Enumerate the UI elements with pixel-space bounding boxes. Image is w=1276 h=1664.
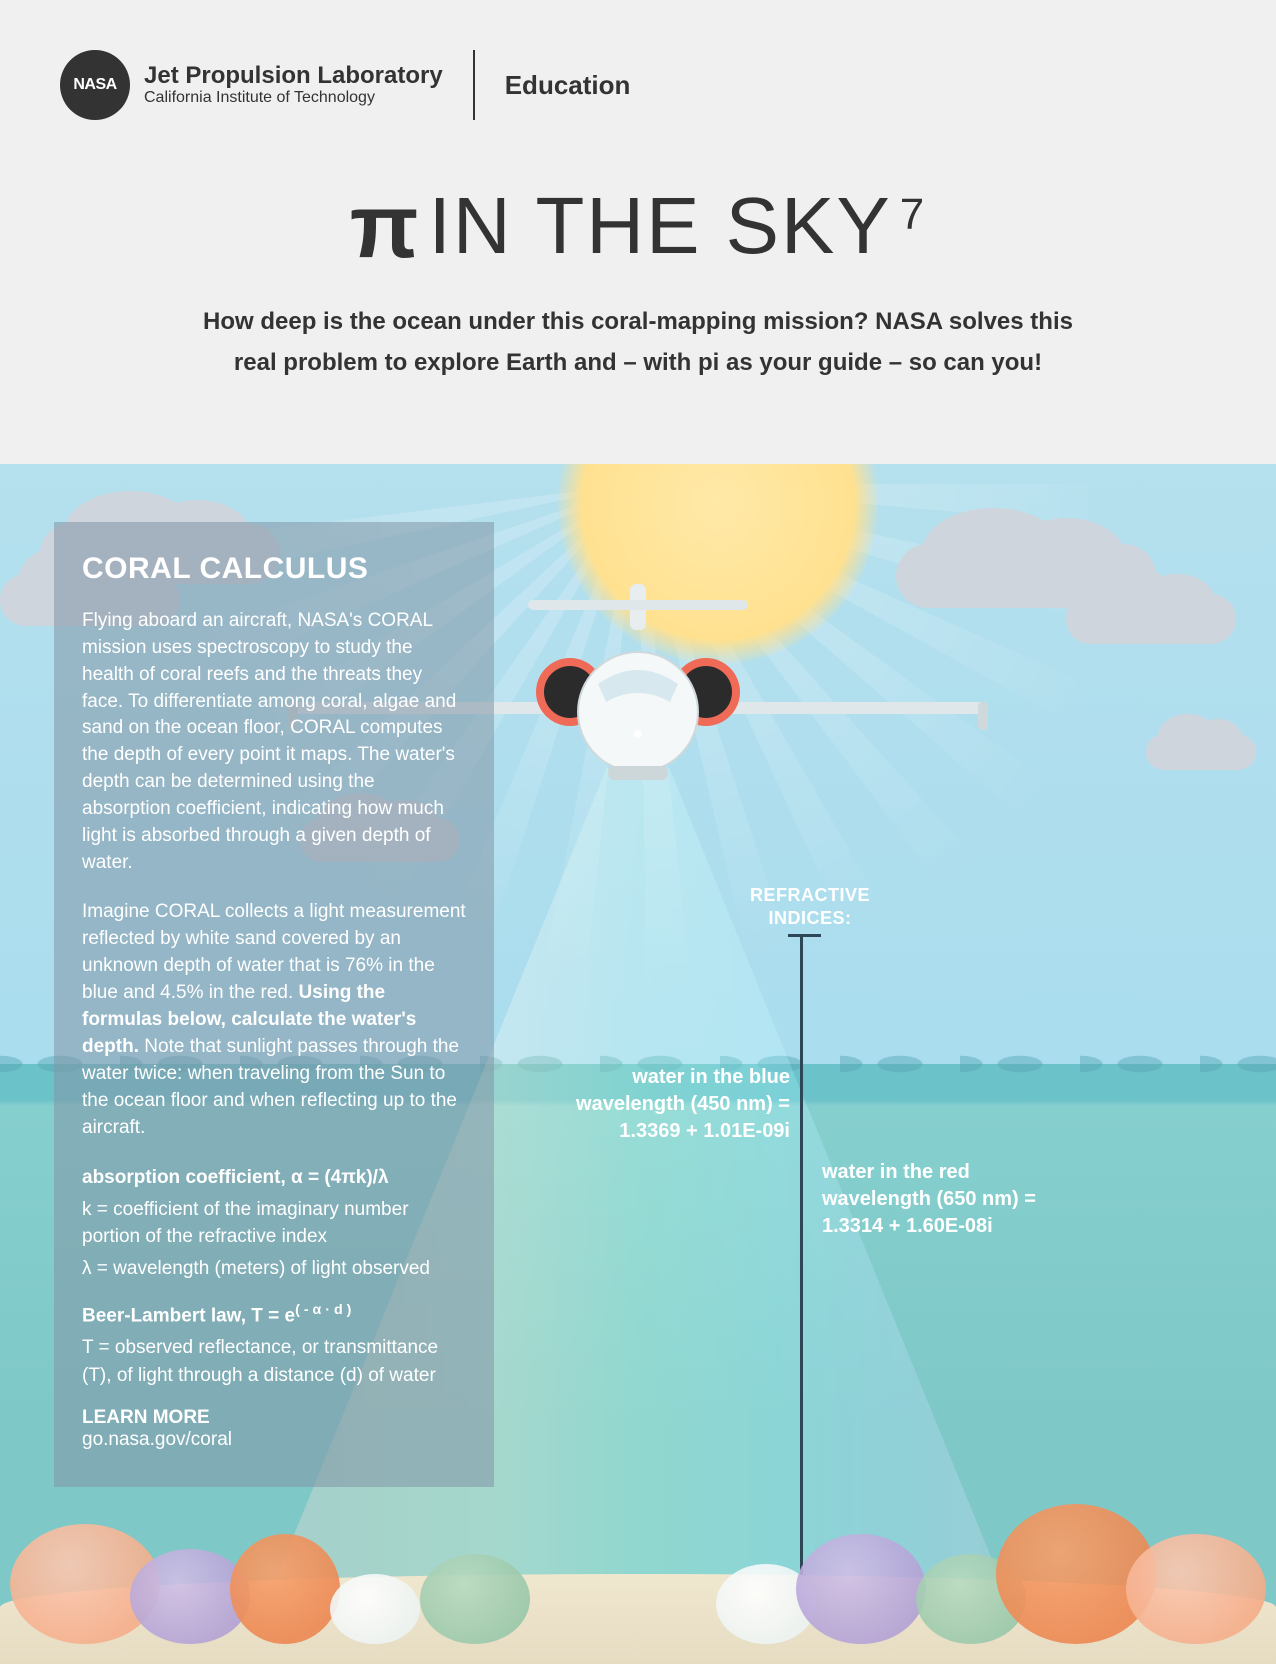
page: Jet Propulsion Laboratory California Ins… — [0, 0, 1276, 1664]
header-divider — [473, 50, 475, 120]
coral-icon — [420, 1554, 530, 1644]
pi-icon: π — [350, 191, 421, 263]
org-name: Jet Propulsion Laboratory — [144, 63, 443, 89]
coral-icon — [230, 1534, 340, 1644]
absorption-formula: absorption coefficient, α = (4πk)/λ — [82, 1164, 466, 1192]
info-p1: Flying aboard an aircraft, NASA's CORAL … — [82, 608, 466, 878]
hero-illustration: REFRACTIVE INDICES: water in the blue wa… — [0, 464, 1276, 1664]
subtitle: How deep is the ocean under this coral-m… — [158, 302, 1118, 384]
info-heading: CORAL CALCULUS — [82, 552, 466, 586]
header: Jet Propulsion Laboratory California Ins… — [0, 0, 1276, 130]
subtitle-line2: real problem to explore Earth and – with… — [234, 349, 1042, 376]
subtitle-line1: How deep is the ocean under this coral-m… — [203, 308, 1073, 335]
refractive-indices-heading: REFRACTIVE INDICES: — [700, 884, 920, 931]
info-panel: CORAL CALCULUS Flying aboard an aircraft… — [54, 522, 494, 1488]
cloud-icon — [1146, 734, 1256, 770]
index-red: water in the red wavelength (650 nm) = 1… — [822, 1159, 1102, 1240]
cloud-icon — [1066, 594, 1236, 644]
index-blue: water in the blue wavelength (450 nm) = … — [540, 1064, 790, 1145]
title-text: IN THE SKY — [429, 180, 892, 272]
masthead: π IN THE SKY 7 How deep is the ocean und… — [0, 130, 1276, 464]
org-subname: California Institute of Technology — [144, 89, 443, 107]
info-p2: Imagine CORAL collects a light measureme… — [82, 899, 466, 1142]
nasa-meatball-logo — [60, 50, 130, 120]
t-definition: T = observed reflectance, or transmittan… — [82, 1334, 466, 1389]
coral-icon — [330, 1574, 420, 1644]
title-superscript: 7 — [900, 190, 926, 240]
k-definition: k = coefficient of the imaginary number … — [82, 1196, 466, 1251]
lambda-definition: λ = wavelength (meters) of light observe… — [82, 1255, 466, 1283]
logo-orbit-swoosh — [48, 60, 141, 111]
coral-icon — [1126, 1534, 1266, 1644]
learn-more-url: go.nasa.gov/coral — [82, 1429, 466, 1451]
learn-more-label: LEARN MORE — [82, 1407, 466, 1429]
coral-icon — [796, 1534, 926, 1644]
page-title: π IN THE SKY 7 — [40, 180, 1236, 272]
beer-lambert-formula: Beer-Lambert law, T = e( - α · d ) — [82, 1300, 466, 1330]
header-section: Education — [505, 70, 631, 101]
jpl-name-block: Jet Propulsion Laboratory California Ins… — [144, 63, 443, 107]
